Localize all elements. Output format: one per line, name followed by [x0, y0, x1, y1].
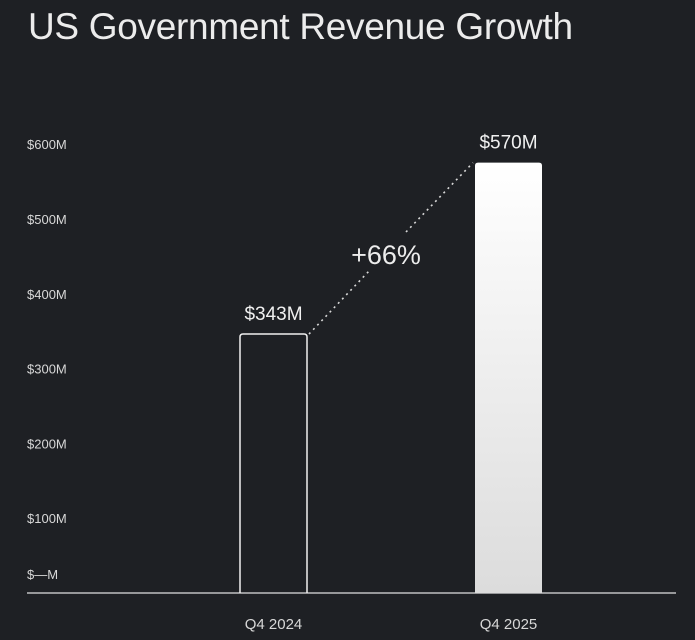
- y-tick-label: $200M: [27, 436, 67, 451]
- y-tick-label: $400M: [27, 287, 67, 302]
- bar-q4-2025: [475, 162, 542, 593]
- bar-q4-2024: [239, 333, 308, 593]
- chart-title: US Government Revenue Growth: [28, 6, 573, 47]
- y-tick-label: $300M: [27, 362, 67, 377]
- data-label: $570M: [479, 133, 537, 154]
- growth-annotation: +66%: [351, 240, 421, 270]
- y-tick-label: $100M: [27, 511, 67, 526]
- growth-connector-lower: [308, 269, 371, 335]
- x-tick-label: Q4 2024: [245, 616, 303, 633]
- y-tick-label: $600M: [27, 137, 67, 152]
- growth-connector-upper: [405, 162, 474, 233]
- data-label: $343M: [244, 304, 302, 325]
- y-tick-label: $—M: [27, 567, 58, 582]
- y-tick-label: $500M: [27, 212, 67, 227]
- x-tick-label: Q4 2025: [480, 616, 538, 633]
